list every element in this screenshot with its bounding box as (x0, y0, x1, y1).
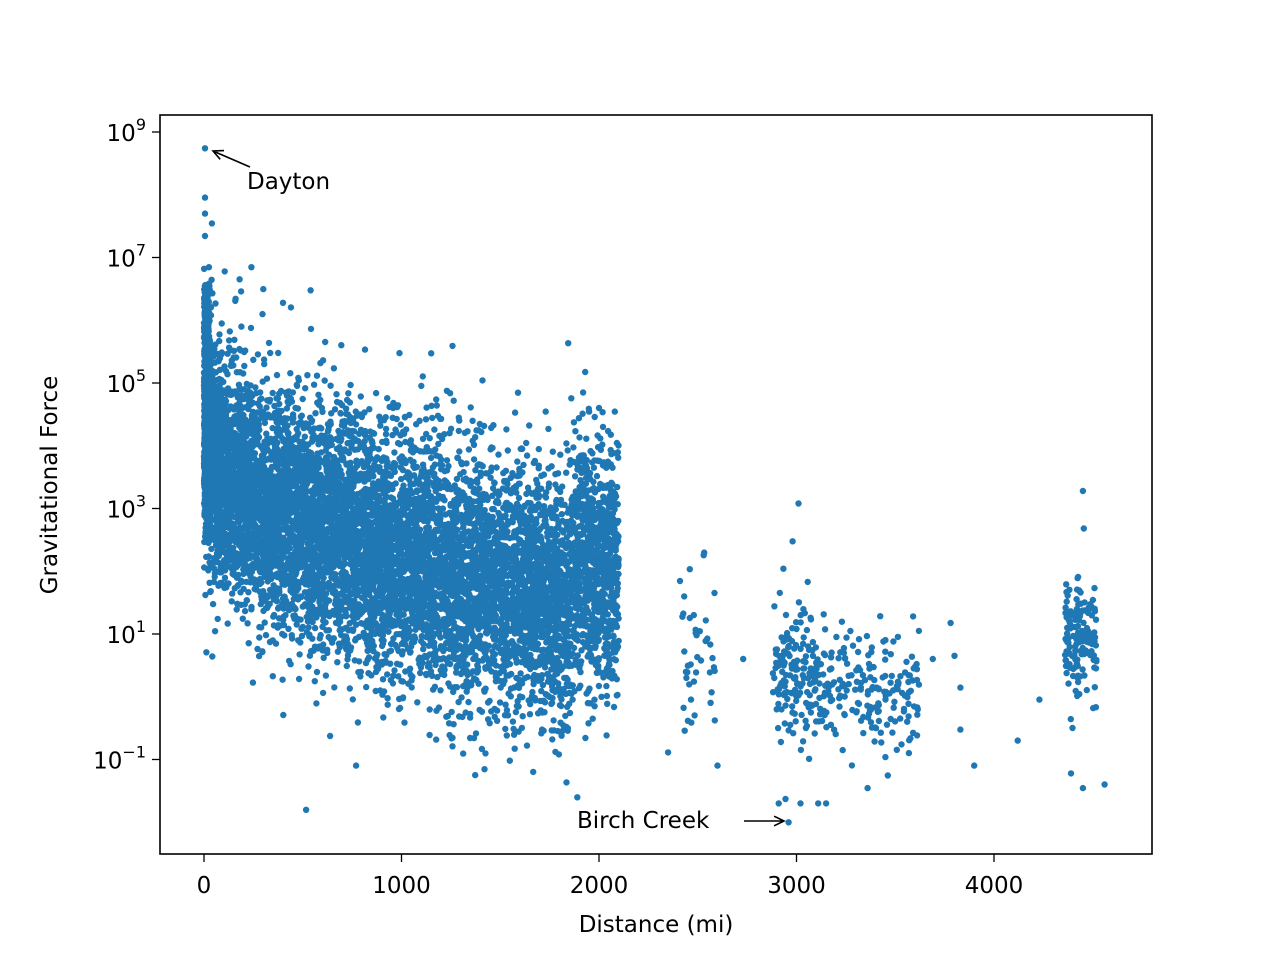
annotation-dayton-arrow (211, 149, 251, 168)
y-tick-label: 103 (107, 492, 146, 524)
annotation-birch-creek-arrow (744, 815, 786, 827)
x-tick-label: 0 (197, 873, 212, 899)
annotation-dayton-label: Dayton (247, 169, 330, 195)
y-axis-ticks: 10−1 101 103 105 107 109 (93, 115, 160, 775)
annotation-birch-creek-label: Birch Creek (577, 808, 710, 834)
plot-area-frame (159, 114, 1153, 855)
annotations: Dayton Birch Creek (211, 149, 786, 834)
y-axis-label: Gravitational Force (37, 376, 63, 595)
x-tick-label: 4000 (965, 873, 1024, 899)
x-tick-label: 1000 (372, 873, 431, 899)
scatter-markers (200, 145, 1108, 826)
x-tick-label: 2000 (570, 873, 629, 899)
y-tick-label: 107 (107, 241, 146, 273)
y-tick-label: 101 (107, 617, 146, 649)
y-tick-label: 109 (107, 115, 146, 147)
y-tick-label: 10−1 (93, 743, 146, 775)
x-axis-ticks: 0 1000 2000 3000 4000 (197, 854, 1024, 899)
x-axis-label: Distance (mi) (579, 912, 734, 938)
y-tick-label: 105 (107, 366, 146, 398)
scatter-points (200, 145, 1108, 826)
x-tick-label: 3000 (767, 873, 826, 899)
